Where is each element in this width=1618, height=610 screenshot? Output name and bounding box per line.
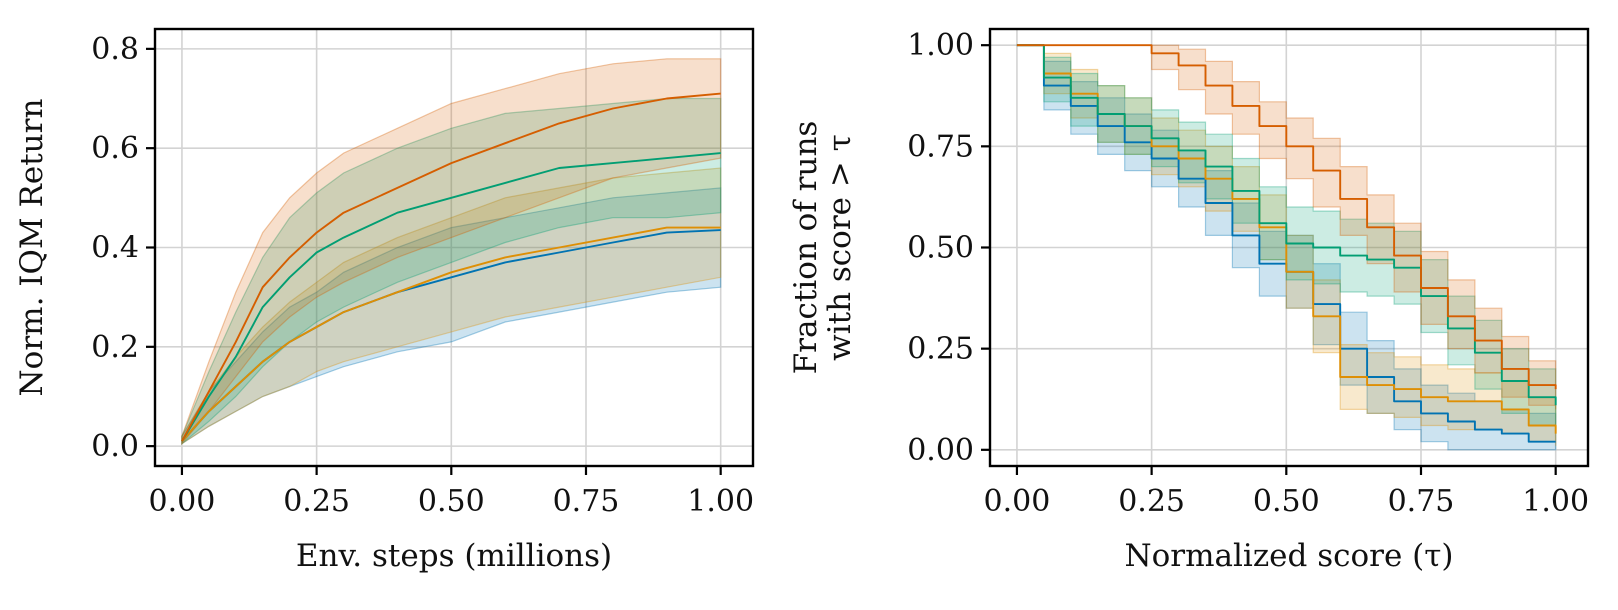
y-tick-label-right: 0.00 (907, 433, 974, 468)
ticks-right: 0.00 0.25 0.50 0.75 1.00 0.00 0.25 0.50 0.75 1.00 (907, 28, 1589, 519)
x-tick-label-left: 0.00 (149, 484, 216, 519)
y-axis-label-left: Norm. IQM Return (14, 99, 50, 397)
y-tick-label-left: 0.0 (91, 429, 139, 464)
confidence-band-red (181, 58, 722, 446)
panel-return-curve: 0.00 0.25 0.50 0.75 1.00 0.0 0.2 0.4 0.6 0.8 Env.… (14, 27, 755, 574)
y-tick-label-right: 0.25 (907, 332, 974, 367)
ticks-left: 0.00 0.25 0.50 0.75 1.00 0.0 0.2 0.4 0.6 0.8 (91, 32, 754, 519)
x-tick-label-left: 0.75 (553, 484, 620, 519)
series-line-orange (181, 226, 721, 442)
x-axis-label-left: Env. steps (millions) (296, 538, 612, 574)
panel-performance-profile: 0.00 0.25 0.50 0.75 1.00 0.00 0.25 0.50 0.75 1.00… (788, 27, 1590, 574)
grid-left (155, 29, 753, 466)
bands-left (181, 58, 722, 446)
y-axis-label-right-line2: with score > τ (822, 134, 858, 361)
y-tick-label-left: 0.6 (91, 131, 139, 166)
x-tick-label-left: 1.00 (687, 484, 754, 519)
y-tick-label-left: 0.2 (91, 330, 139, 365)
x-tick-label-right: 0.50 (1253, 484, 1320, 519)
x-tick-label-left: 0.25 (283, 484, 350, 519)
x-tick-label-right: 0.75 (1388, 484, 1455, 519)
lines-left (181, 92, 721, 442)
y-axis-label-right-line1: Fraction of runs (788, 121, 824, 375)
lines-right (1016, 44, 1557, 443)
x-tick-label-right: 1.00 (1522, 484, 1589, 519)
series-line-red (1016, 44, 1557, 390)
confidence-band-blue (181, 187, 722, 445)
y-tick-label-right: 0.50 (907, 231, 974, 266)
y-tick-label-left: 0.8 (91, 32, 139, 67)
y-tick-label-left: 0.4 (91, 231, 139, 266)
series-line-green (181, 152, 721, 442)
confidence-band-orange (181, 167, 722, 445)
confidence-band-green (181, 97, 722, 445)
x-tick-label-right: 0.25 (1118, 484, 1185, 519)
y-tick-label-right: 1.00 (907, 28, 974, 63)
x-tick-label-right: 0.00 (984, 484, 1051, 519)
confidence-band-red (1016, 44, 1557, 410)
series-line-red (181, 92, 721, 442)
x-tick-label-left: 0.50 (418, 484, 485, 519)
y-tick-label-right: 0.75 (907, 129, 974, 164)
x-axis-label-right: Normalized score (τ) (1125, 538, 1454, 574)
